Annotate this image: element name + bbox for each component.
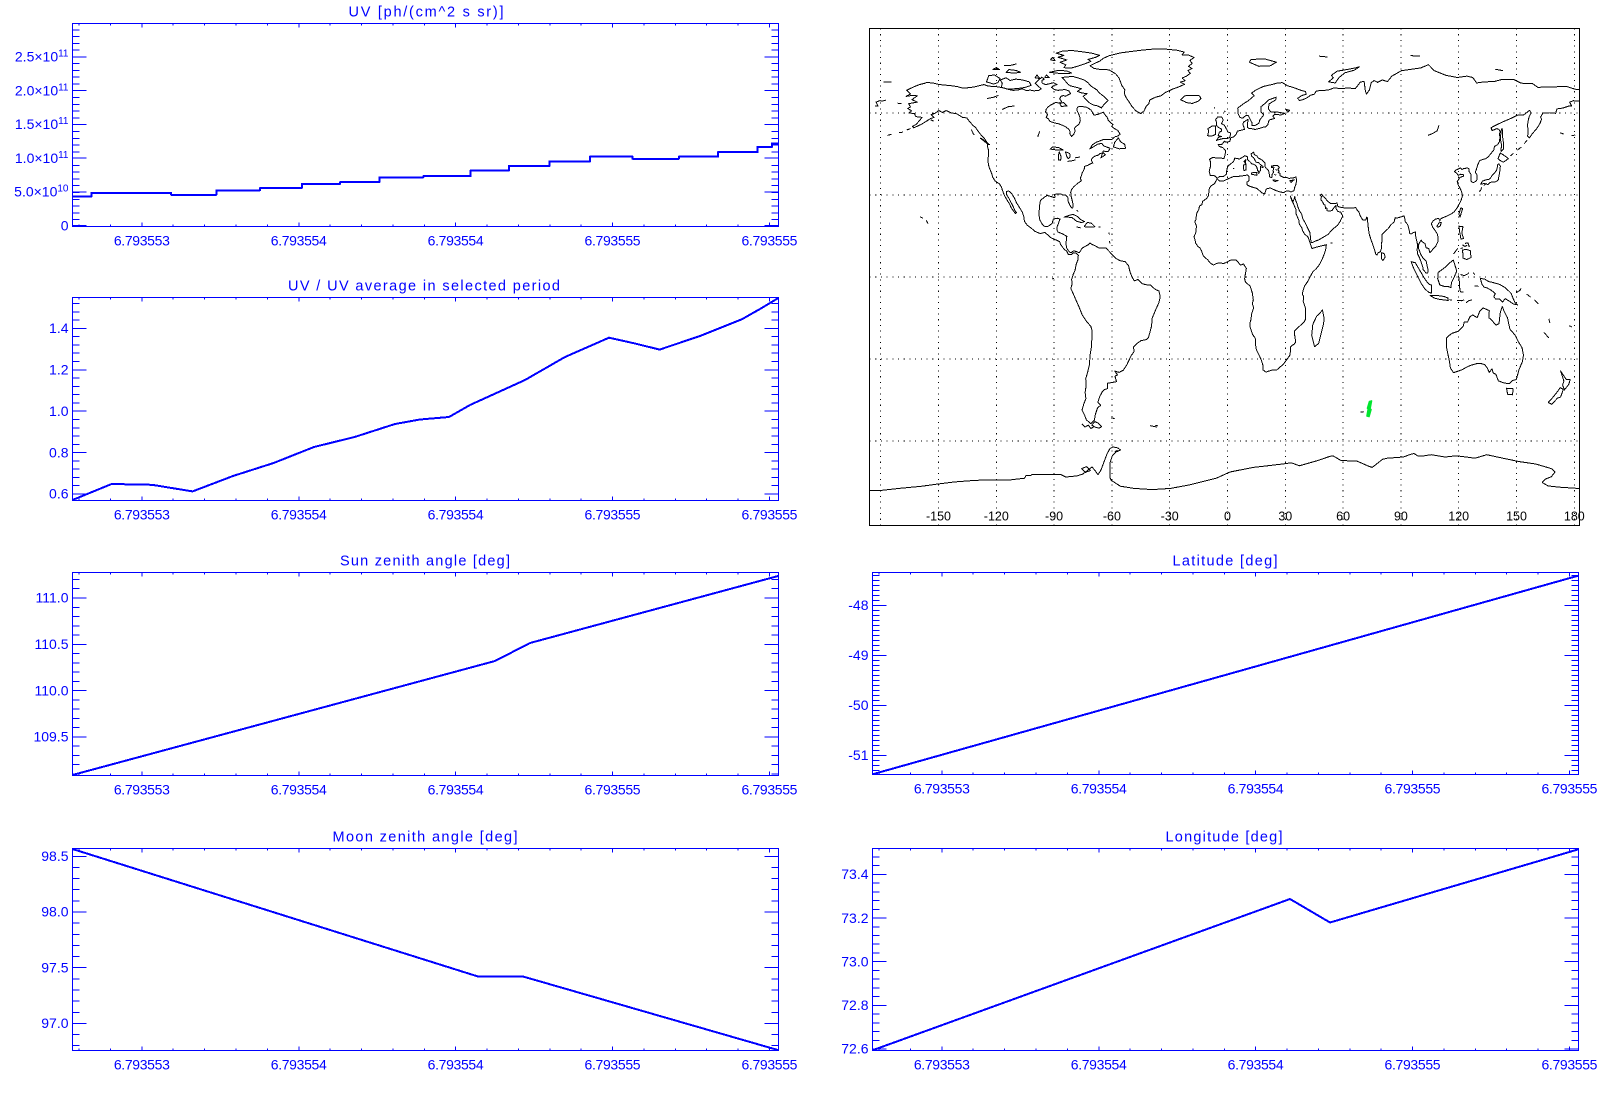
svg-text:72.8: 72.8 — [841, 997, 868, 1013]
svg-text:-120: -120 — [984, 510, 1009, 524]
svg-text:6.793555: 6.793555 — [741, 507, 797, 523]
svg-text:73.0: 73.0 — [841, 953, 868, 969]
svg-text:6.793554: 6.793554 — [271, 507, 327, 523]
svg-text:6.793554: 6.793554 — [428, 233, 484, 249]
svg-text:73.4: 73.4 — [841, 866, 868, 882]
svg-text:90: 90 — [1394, 510, 1408, 524]
svg-text:-150: -150 — [926, 510, 951, 524]
svg-text:60: 60 — [1336, 510, 1350, 524]
svg-text:110.0: 110.0 — [35, 682, 69, 698]
svg-text:150: 150 — [1506, 510, 1527, 524]
svg-text:6.793554: 6.793554 — [1071, 781, 1127, 797]
svg-text:120: 120 — [1448, 510, 1469, 524]
svg-text:109.5: 109.5 — [33, 729, 68, 745]
svg-text:-49: -49 — [848, 647, 868, 663]
svg-text:72.6: 72.6 — [841, 1041, 868, 1057]
svg-text:Sun zenith angle [deg]: Sun zenith angle [deg] — [340, 554, 510, 570]
svg-text:6.793553: 6.793553 — [914, 781, 970, 797]
svg-text:6.793555: 6.793555 — [741, 233, 797, 249]
svg-text:111.0: 111.0 — [36, 590, 69, 606]
svg-text:6.793555: 6.793555 — [585, 507, 641, 523]
svg-text:6.793554: 6.793554 — [1228, 1057, 1284, 1073]
svg-text:1.0×1011: 1.0×1011 — [15, 150, 69, 166]
svg-text:1.2: 1.2 — [49, 362, 69, 378]
svg-text:6.793554: 6.793554 — [271, 233, 327, 249]
svg-text:6.793555: 6.793555 — [1385, 1057, 1441, 1073]
svg-text:6.793554: 6.793554 — [1228, 781, 1284, 797]
svg-text:97.0: 97.0 — [41, 1015, 68, 1031]
svg-text:73.2: 73.2 — [841, 910, 868, 926]
svg-text:98.0: 98.0 — [41, 904, 68, 920]
svg-text:6.793554: 6.793554 — [271, 782, 327, 798]
svg-text:6.793553: 6.793553 — [114, 1057, 170, 1073]
svg-text:5.0×1010: 5.0×1010 — [14, 184, 69, 200]
svg-text:-50: -50 — [848, 697, 868, 713]
svg-text:6.793555: 6.793555 — [585, 1057, 641, 1073]
svg-text:6.793555: 6.793555 — [741, 1057, 797, 1073]
svg-text:110.5: 110.5 — [35, 636, 69, 652]
svg-text:6.793555: 6.793555 — [1385, 781, 1441, 797]
svg-text:0: 0 — [1224, 510, 1231, 524]
svg-text:-60: -60 — [1103, 510, 1121, 524]
svg-text:0.6: 0.6 — [49, 486, 69, 502]
svg-text:6.793555: 6.793555 — [1541, 1057, 1597, 1073]
svg-text:UV / UV average in selected pe: UV / UV average in selected period — [288, 279, 560, 295]
svg-text:-90: -90 — [1045, 510, 1063, 524]
svg-text:2.0×1011: 2.0×1011 — [15, 82, 69, 98]
svg-text:UV [ph/(cm^2 s sr)]: UV [ph/(cm^2 s sr)] — [349, 5, 504, 21]
svg-text:180: 180 — [1564, 510, 1585, 524]
svg-text:6.793554: 6.793554 — [271, 1057, 327, 1073]
svg-text:6.793553: 6.793553 — [914, 1057, 970, 1073]
svg-text:0: 0 — [61, 217, 69, 233]
svg-text:6.793554: 6.793554 — [428, 1057, 484, 1073]
svg-text:6.793554: 6.793554 — [428, 507, 484, 523]
svg-text:6.793554: 6.793554 — [1071, 1057, 1127, 1073]
svg-text:Longitude [deg]: Longitude [deg] — [1166, 830, 1283, 846]
svg-text:6.793553: 6.793553 — [114, 782, 170, 798]
svg-text:6.793554: 6.793554 — [428, 782, 484, 798]
svg-text:-48: -48 — [848, 597, 868, 613]
svg-text:6.793555: 6.793555 — [1541, 781, 1597, 797]
svg-text:6.793555: 6.793555 — [585, 233, 641, 249]
svg-text:6.793553: 6.793553 — [114, 233, 170, 249]
svg-text:-51: -51 — [848, 747, 868, 763]
svg-text:30: 30 — [1278, 510, 1292, 524]
svg-text:97.5: 97.5 — [41, 959, 68, 975]
svg-text:1.5×1011: 1.5×1011 — [15, 116, 69, 132]
svg-text:6.793553: 6.793553 — [114, 507, 170, 523]
svg-text:1.4: 1.4 — [49, 320, 69, 336]
svg-text:-30: -30 — [1161, 510, 1179, 524]
svg-text:6.793555: 6.793555 — [741, 782, 797, 798]
svg-text:0.8: 0.8 — [49, 444, 69, 460]
svg-text:Latitude [deg]: Latitude [deg] — [1173, 554, 1278, 570]
svg-text:Moon zenith angle [deg]: Moon zenith angle [deg] — [333, 830, 518, 846]
svg-text:1.0: 1.0 — [49, 403, 69, 419]
svg-text:6.793555: 6.793555 — [585, 782, 641, 798]
svg-text:98.5: 98.5 — [41, 848, 68, 864]
svg-text:2.5×1011: 2.5×1011 — [15, 49, 69, 65]
